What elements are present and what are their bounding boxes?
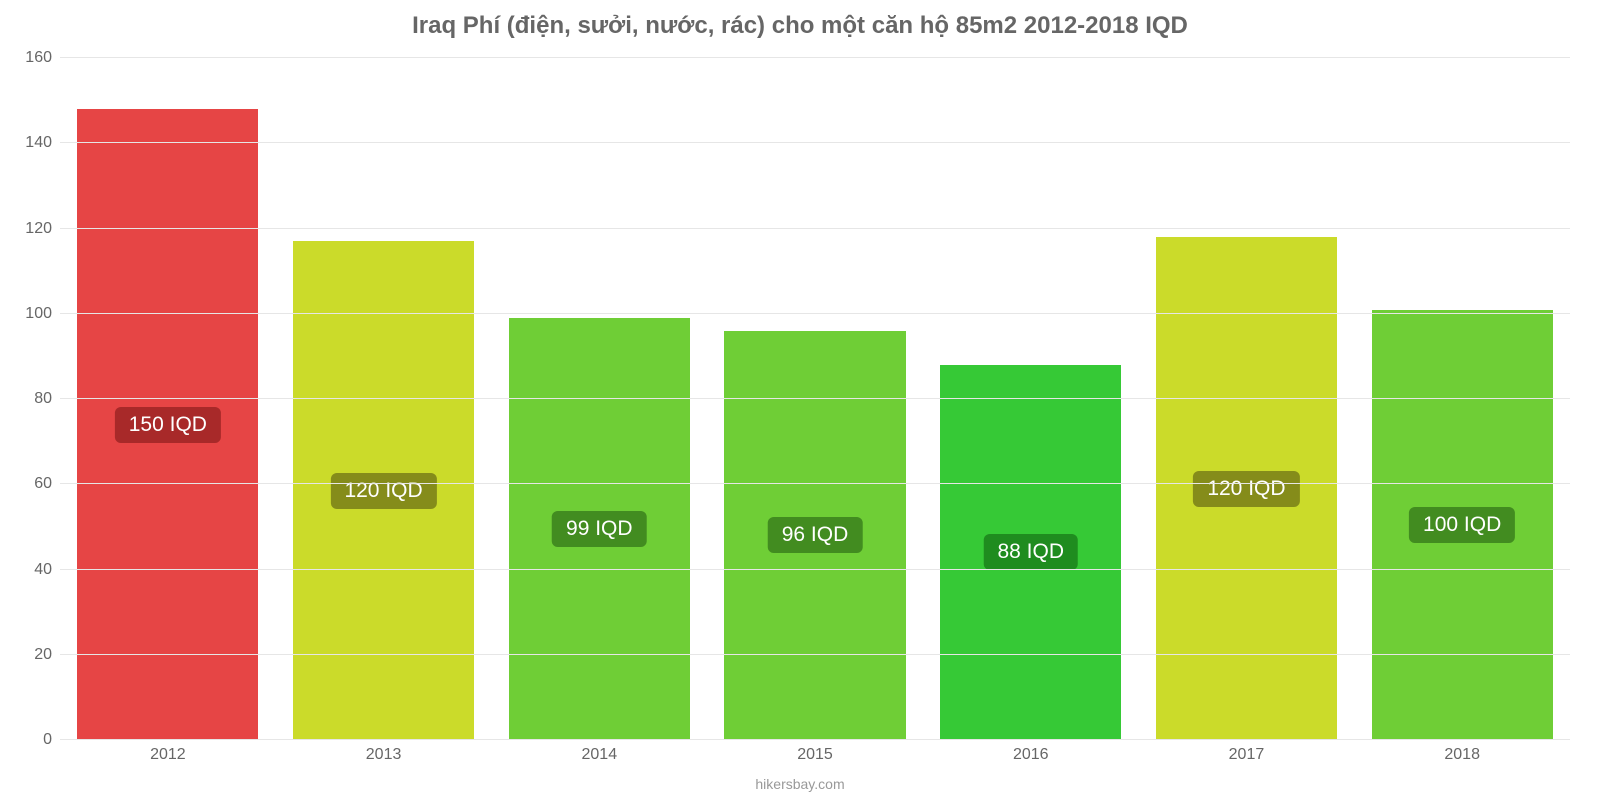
x-axis-labels: 2012201320142015201620172018 <box>60 746 1570 770</box>
x-tick-label: 2018 <box>1354 746 1570 770</box>
x-tick-label: 2017 <box>1139 746 1355 770</box>
x-tick-label: 2016 <box>923 746 1139 770</box>
bar: 120 IQD <box>293 241 474 740</box>
gridline <box>60 654 1570 655</box>
y-tick-label: 100 <box>10 305 52 323</box>
gridline <box>60 483 1570 484</box>
gridline <box>60 313 1570 314</box>
bar: 88 IQD <box>940 365 1121 740</box>
bar-value-label: 88 IQD <box>983 534 1078 570</box>
bar: 100 IQD <box>1372 310 1553 741</box>
plot-area: 150 IQD 120 IQD 99 IQD 96 IQD 88 IQD 120 IQD 1… <box>60 58 1570 740</box>
bar: 150 IQD <box>77 109 258 740</box>
bar-value-label: 100 IQD <box>1409 507 1515 543</box>
bar-slot: 100 IQD <box>1354 58 1570 740</box>
y-tick-label: 80 <box>10 390 52 408</box>
bar-value-label: 99 IQD <box>552 511 647 547</box>
bar-value-label: 96 IQD <box>768 517 863 553</box>
bar-slot: 150 IQD <box>60 58 276 740</box>
x-tick-label: 2015 <box>707 746 923 770</box>
bar-value-label: 150 IQD <box>115 407 221 443</box>
x-tick-label: 2014 <box>491 746 707 770</box>
y-tick-label: 20 <box>10 646 52 664</box>
y-tick-label: 160 <box>10 49 52 67</box>
gridline <box>60 142 1570 143</box>
bars-container: 150 IQD 120 IQD 99 IQD 96 IQD 88 IQD 120 IQD 1… <box>60 58 1570 740</box>
bar-value-label: 120 IQD <box>1193 471 1299 507</box>
bar-slot: 99 IQD <box>491 58 707 740</box>
y-tick-label: 40 <box>10 561 52 579</box>
gridline <box>60 57 1570 58</box>
bar-chart: Iraq Phí (điện, sưởi, nước, rác) cho một… <box>0 0 1600 800</box>
attribution: hikersbay.com <box>0 776 1600 792</box>
x-tick-label: 2012 <box>60 746 276 770</box>
x-tick-label: 2013 <box>276 746 492 770</box>
chart-title: Iraq Phí (điện, sưởi, nước, rác) cho một… <box>0 0 1600 44</box>
y-tick-label: 0 <box>10 731 52 749</box>
y-tick-label: 60 <box>10 475 52 493</box>
gridline <box>60 228 1570 229</box>
y-tick-label: 140 <box>10 134 52 152</box>
bar-slot: 96 IQD <box>707 58 923 740</box>
gridline <box>60 739 1570 740</box>
bar-slot: 120 IQD <box>1139 58 1355 740</box>
gridline <box>60 398 1570 399</box>
y-tick-label: 120 <box>10 220 52 238</box>
gridline <box>60 569 1570 570</box>
bar-slot: 88 IQD <box>923 58 1139 740</box>
bar: 96 IQD <box>724 331 905 740</box>
bar-value-label: 120 IQD <box>330 473 436 509</box>
bar-slot: 120 IQD <box>276 58 492 740</box>
bar: 99 IQD <box>509 318 690 740</box>
